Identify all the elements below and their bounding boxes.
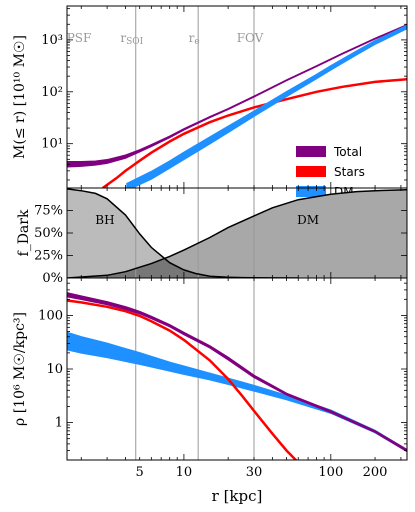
density-stars-line xyxy=(67,299,298,460)
fraction-y-tick-label: 25% xyxy=(34,249,63,264)
fraction-dm-line xyxy=(67,189,407,278)
fraction-y-axis-label: f_Dark xyxy=(16,209,32,256)
x-tick-label: 5 xyxy=(136,465,144,480)
legend-swatch-dm xyxy=(296,186,326,197)
fraction-plot-area: BH DM xyxy=(67,188,407,278)
legend-label-stars: Stars xyxy=(334,165,365,179)
legend-swatch-total xyxy=(296,146,326,157)
density-total-band xyxy=(67,292,407,453)
x-tick-label: 100 xyxy=(318,465,343,480)
mass-plot-area: PSF rSOI re FOV xyxy=(67,6,407,188)
x-axis-label: r [kpc] xyxy=(212,487,263,505)
x-axis-ticks: 5 10 30 100 200 xyxy=(80,6,402,480)
mass-y-axis-label: M(≤ r) [10¹⁰ M☉] xyxy=(12,35,28,159)
fraction-annotation-dm: DM xyxy=(297,213,319,227)
x-tick-label: 30 xyxy=(246,465,263,480)
reference-line-label-0: PSF xyxy=(67,31,92,45)
density-y-tick-label: 10 xyxy=(46,362,63,377)
x-tick-label: 10 xyxy=(176,465,193,480)
mass-total-band xyxy=(67,23,407,168)
mass-y-tick-label: 10¹ xyxy=(41,137,63,152)
legend-swatch-stars xyxy=(296,166,326,177)
reference-line-label-2: re xyxy=(189,31,200,47)
fraction-dm-area xyxy=(67,189,407,278)
density-panel: 1 10 100 ρ [10⁶ M☉/kpc³] xyxy=(12,277,408,461)
density-plot-area xyxy=(67,278,407,460)
fraction-y-tick-label: 50% xyxy=(34,226,63,241)
density-y-tick-label: 100 xyxy=(38,308,63,323)
mass-stars-line xyxy=(101,77,407,188)
mass-y-tick-label: 10² xyxy=(41,85,63,100)
fraction-y-tick-label: 0% xyxy=(42,271,63,286)
mass-y-tick-label: 10³ xyxy=(41,33,63,48)
reference-line-label-3: FOV xyxy=(237,31,264,45)
reference-line-label-1: rSOI xyxy=(120,31,143,47)
fraction-bh-area xyxy=(67,188,299,278)
fraction-panel: BH DM 0% 25% 50% 75% f_Dark xyxy=(16,187,408,286)
legend-label-total: Total xyxy=(333,145,362,159)
mass-y-ticks: 10¹ 10² 10³ xyxy=(41,8,407,181)
density-y-tick-label: 1 xyxy=(55,416,63,431)
density-y-axis-label: ρ [10⁶ M☉/kpc³] xyxy=(12,312,28,426)
x-tick-label: 200 xyxy=(363,465,388,480)
fraction-y-ticks: 0% 25% 50% 75% xyxy=(34,204,407,286)
density-y-ticks: 1 10 100 xyxy=(38,277,407,461)
fraction-annotation-bh: BH xyxy=(95,213,114,227)
density-dm-band xyxy=(67,331,407,453)
mass-dm-band xyxy=(126,24,407,188)
fraction-y-tick-label: 75% xyxy=(34,204,63,219)
reference-line-label-subscript: SOI xyxy=(126,37,144,47)
reference-line-label-subscript: e xyxy=(194,37,199,47)
